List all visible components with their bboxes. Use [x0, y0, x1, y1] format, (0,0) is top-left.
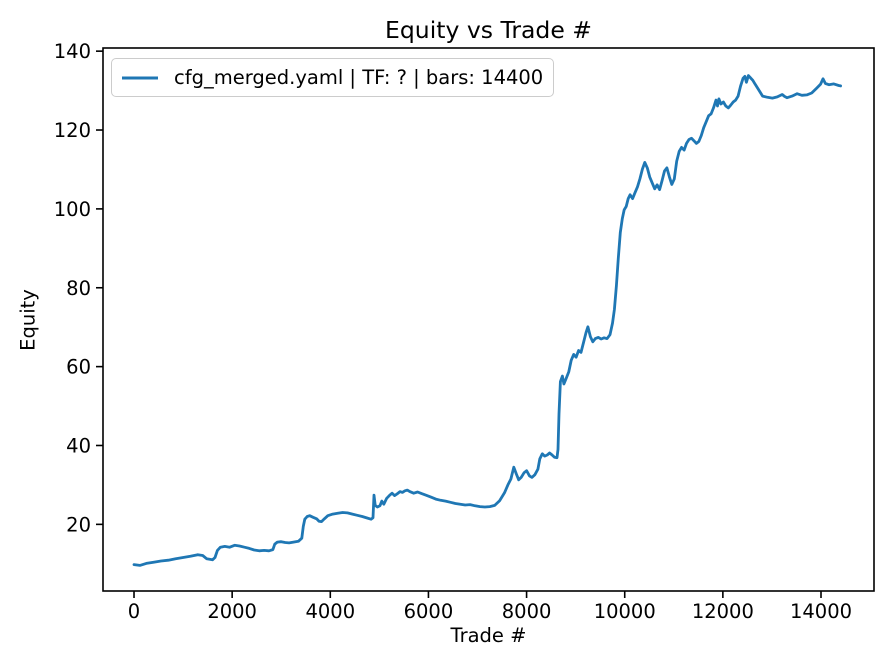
axes-frame — [102, 47, 875, 592]
legend: cfg_merged.yaml | TF: ? | bars: 14400 — [111, 58, 555, 97]
x-tick-label: 10000 — [594, 600, 656, 623]
x-tick-label: 4000 — [305, 600, 355, 623]
legend-line-sample — [122, 76, 158, 79]
x-tick-label: 8000 — [502, 600, 552, 623]
y-tick-label: 140 — [54, 40, 91, 63]
y-tick-label: 80 — [66, 277, 91, 300]
equity-curve — [132, 74, 842, 567]
chart-title: Equity vs Trade # — [385, 16, 592, 44]
x-tick-label: 12000 — [692, 600, 754, 623]
x-tick-label: 2000 — [207, 600, 257, 623]
y-tick-label: 100 — [54, 198, 91, 221]
legend-label: cfg_merged.yaml | TF: ? | bars: 14400 — [174, 66, 544, 89]
x-tick-label: 0 — [128, 600, 140, 623]
x-tick-label: 6000 — [404, 600, 454, 623]
y-tick-label: 40 — [66, 434, 91, 457]
y-tick-label: 20 — [66, 513, 91, 536]
x-axis-label: Trade # — [450, 624, 527, 647]
y-tick-label: 120 — [54, 119, 91, 142]
y-tick-label: 60 — [66, 356, 91, 379]
x-tick-label: 14000 — [790, 600, 852, 623]
